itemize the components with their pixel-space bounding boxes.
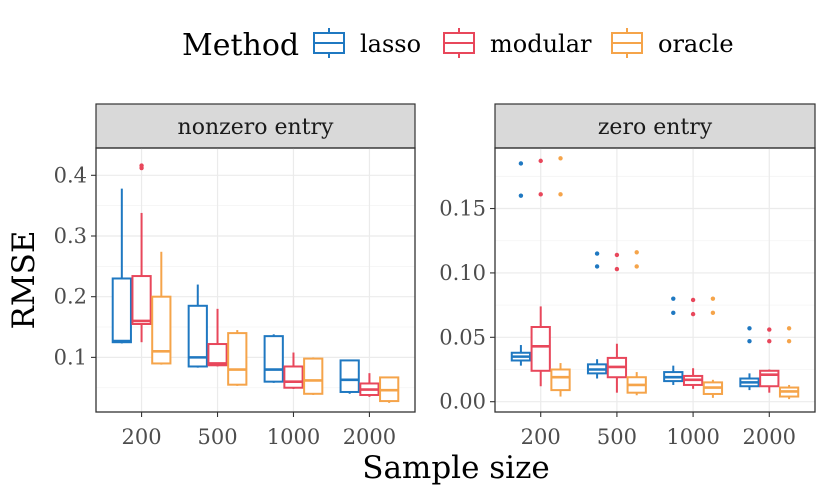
x-tick-label: 1000 [267, 425, 320, 449]
x-tick-label: 200 [521, 425, 561, 449]
legend-item-modular: modular [443, 28, 592, 58]
strip-title: zero entry [598, 115, 713, 140]
outlier-point [614, 266, 620, 272]
y-tick-label: 0.15 [439, 197, 486, 221]
box-body [550, 368, 571, 392]
outlier-point [690, 311, 696, 317]
y-tick-label: 0.4 [54, 163, 87, 187]
box-body [283, 365, 304, 389]
box-body [151, 295, 172, 365]
box-modular-500 [606, 252, 628, 393]
box-body [339, 359, 360, 393]
y-tick-label: 0.10 [439, 261, 486, 285]
box-oracle-200 [151, 251, 172, 365]
x-axis-title: Sample size [362, 450, 550, 486]
box-body [111, 277, 132, 344]
x-tick-label: 500 [597, 425, 637, 449]
box-lasso-200 [510, 161, 532, 366]
box-lasso-500 [187, 284, 208, 368]
box-modular-200 [530, 158, 551, 387]
x-tick-label: 2000 [343, 425, 396, 449]
box-modular-1000 [682, 297, 704, 389]
box-body [263, 335, 284, 383]
legend-title: Method [182, 28, 299, 63]
box-oracle-500 [227, 330, 248, 386]
outlier-point [671, 296, 676, 301]
outlier-point [767, 338, 772, 344]
outlier-point [634, 250, 639, 255]
outlier-point [767, 327, 772, 332]
box-oracle-1000 [702, 296, 724, 398]
y-tick-label: 0.2 [54, 285, 87, 309]
box-modular-2000 [359, 373, 380, 397]
box-oracle-2000 [778, 326, 800, 400]
box-oracle-500 [626, 250, 647, 396]
outlier-point [710, 296, 716, 301]
panel-border [494, 147, 816, 413]
panel-zero-entry: zero entry 0.00 0.05 0.10 0.15 200 500 1000 200… [439, 103, 816, 449]
box-modular-2000 [759, 327, 780, 393]
outlier-point [786, 338, 792, 344]
outlier-point [594, 264, 600, 269]
outlier-point [634, 264, 639, 269]
outlier-point [518, 161, 524, 166]
box-lasso-2000 [739, 326, 760, 391]
box-modular-1000 [283, 352, 304, 389]
box-lasso-1000 [663, 296, 684, 385]
outlier-point [594, 251, 600, 256]
strip-background [494, 103, 816, 149]
box-lasso-200 [111, 188, 132, 344]
outlier-point [786, 326, 792, 331]
box-modular-200 [131, 163, 152, 343]
x-tick-label: 500 [197, 425, 237, 449]
x-tick-label: 200 [122, 425, 162, 449]
legend-entries: lasso modular oracle [313, 28, 734, 58]
box-body [530, 326, 551, 372]
outlier-point [671, 310, 676, 316]
y-tick-label: 0.00 [439, 390, 486, 414]
panel-border [95, 147, 416, 413]
outlier-point [558, 156, 563, 161]
outlier-point [747, 338, 752, 344]
box-oracle-1000 [303, 357, 324, 396]
strip-background [95, 103, 416, 149]
x-tick-label: 2000 [743, 425, 796, 449]
box-body [131, 275, 152, 326]
outlier-point [558, 192, 563, 197]
strip-title: nonzero entry [178, 115, 334, 140]
legend: Method lasso modular oracle [182, 28, 734, 63]
outlier-point [747, 326, 752, 331]
box-lasso-500 [586, 251, 608, 379]
outlier-point [518, 193, 524, 198]
outlier-point [538, 158, 543, 164]
box-modular-500 [207, 308, 228, 367]
box-body [759, 369, 780, 388]
x-tick-label: 1000 [666, 425, 719, 449]
box-body [227, 332, 248, 386]
legend-item-oracle: oracle [611, 28, 734, 58]
box-oracle-200 [550, 156, 571, 397]
box-body [207, 343, 228, 367]
outlier-point [614, 252, 620, 258]
box-body [303, 357, 324, 395]
y-tick-label: 0.3 [54, 224, 87, 248]
outlier-point [690, 297, 696, 303]
box-body [187, 304, 208, 368]
legend-label-oracle: oracle [658, 30, 734, 58]
y-tick-label: 0.05 [439, 325, 486, 349]
outlier-point [139, 163, 144, 168]
box-lasso-2000 [339, 359, 360, 394]
box-oracle-2000 [379, 376, 400, 403]
y-tick-label: 0.1 [54, 345, 87, 369]
outlier-point [710, 310, 716, 316]
box-lasso-1000 [263, 334, 284, 383]
outlier-point [538, 192, 543, 197]
legend-label-lasso: lasso [360, 30, 421, 58]
panel-nonzero-entry: nonzero entry 0.1 0.2 0.3 0.4 200 500 1000 2000 [54, 103, 416, 449]
legend-item-lasso: lasso [313, 28, 421, 58]
y-axis-title: RMSE [6, 231, 42, 330]
legend-label-modular: modular [490, 30, 592, 58]
